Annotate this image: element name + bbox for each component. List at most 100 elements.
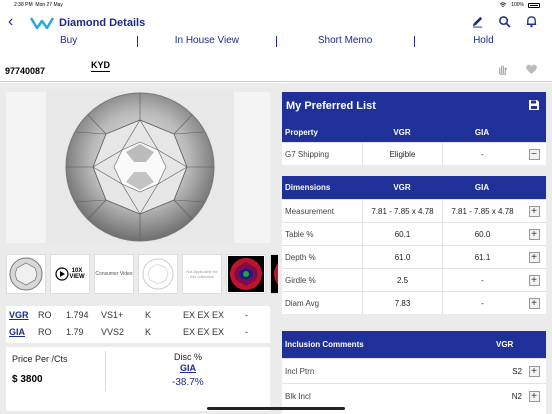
status-right: 100% xyxy=(499,2,540,8)
buy-button[interactable]: Buy xyxy=(60,35,78,46)
battery-icon xyxy=(528,2,540,8)
table-row: Girdle % 2.5 - + xyxy=(282,268,546,291)
row-vgr-value: 61.0 xyxy=(362,246,442,268)
table-row: Blk Incl N2 + xyxy=(282,383,546,408)
heart-icon[interactable] xyxy=(525,63,538,76)
row-vgr-value: N2 xyxy=(511,391,522,401)
table-row: Incl Ptrn S2 + xyxy=(282,358,546,383)
remove-button[interactable]: − xyxy=(528,148,540,160)
preferred-list-card: My Preferred List Property VGR GIA G7 Sh… xyxy=(282,92,546,165)
row-action: + xyxy=(522,228,546,240)
row-action: + xyxy=(522,390,546,402)
diamond-image-frame xyxy=(46,92,234,243)
column-vgr: VGR xyxy=(393,183,411,192)
shape: RO xyxy=(38,326,52,337)
column-inclusion-comments: Inclusion Comments xyxy=(285,340,364,349)
add-button[interactable]: + xyxy=(528,205,540,217)
wifi-icon xyxy=(499,2,507,7)
inclusion-header: Inclusion Comments VGR xyxy=(282,331,546,358)
add-button[interactable]: + xyxy=(528,274,540,286)
thumb-diamond-image[interactable] xyxy=(6,254,46,294)
edit-icon[interactable] xyxy=(471,15,484,28)
not-applicable-label: Not Applicable for this collection xyxy=(186,269,218,279)
add-button[interactable]: + xyxy=(528,297,540,309)
inclusion-card: Inclusion Comments VGR Incl Ptrn S2 + Bl… xyxy=(282,331,546,414)
fluorescence: - xyxy=(245,326,248,337)
divider xyxy=(413,36,415,47)
diamond-image-area[interactable] xyxy=(6,92,270,243)
media-thumbnails: 10X VIEW Consumer Video Not Applicable fo… xyxy=(6,254,278,295)
column-dimensions: Dimensions xyxy=(285,183,331,192)
add-button[interactable]: + xyxy=(528,365,540,377)
hand-icon[interactable] xyxy=(496,63,509,76)
left-pane: 10X VIEW Consumer Video Not Applicable fo… xyxy=(0,83,278,414)
add-button[interactable]: + xyxy=(528,251,540,263)
fluorescence: - xyxy=(245,309,248,320)
discount-label: Disc % xyxy=(174,352,203,362)
lab-vgr-link[interactable]: VGR xyxy=(9,309,29,320)
grading-table: VGR RO 1.794 VS1+ K EX EX EX - GIA RO 1.… xyxy=(6,306,270,343)
row-gia-value: - xyxy=(442,269,522,291)
right-pane: My Preferred List Property VGR GIA G7 Sh… xyxy=(278,83,552,414)
diamond-image xyxy=(65,92,215,242)
row-label: G7 Shipping xyxy=(285,149,330,159)
thumb-diamond-outline[interactable] xyxy=(138,254,178,294)
grading-row: GIA RO 1.79 VVS2 K EX EX EX - xyxy=(6,323,270,340)
aset-partial-icon xyxy=(274,263,278,285)
search-icon[interactable] xyxy=(498,15,511,28)
row-gia-value: 7.81 - 7.85 x 4.78 xyxy=(442,200,522,222)
table-row: Table % 60.1 60.0 + xyxy=(282,222,546,245)
shape: RO xyxy=(38,309,52,320)
column-property: Property xyxy=(285,127,318,137)
home-indicator[interactable] xyxy=(207,407,345,410)
stock-number: 97740087 xyxy=(5,66,46,76)
column-vgr: VGR xyxy=(496,340,514,349)
status-bar: 2:38 PM Mon 27 May 100% xyxy=(0,0,552,10)
add-button[interactable]: + xyxy=(528,390,540,402)
add-button[interactable]: + xyxy=(528,228,540,240)
thumb-not-applicable[interactable]: Not Applicable for this collection xyxy=(182,254,222,294)
aset-icon xyxy=(228,256,264,292)
kyd-link[interactable]: KYD xyxy=(91,60,111,72)
thumb-aset-image[interactable] xyxy=(226,254,266,294)
consumer-video-label: Consumer Video xyxy=(95,271,133,277)
nav-bar: ‹ Diamond Details xyxy=(0,12,552,34)
thumb-consumer-video[interactable]: Consumer Video xyxy=(94,254,134,294)
row-gia-value: 61.1 xyxy=(442,246,522,268)
thumb-10x-video[interactable]: 10X VIEW xyxy=(50,254,90,294)
row-label: Blk Incl xyxy=(285,391,311,401)
discount-value: -38.7% xyxy=(172,377,204,388)
carat: 1.794 xyxy=(66,309,89,320)
row-action: + xyxy=(522,274,546,286)
dimensions-header: Dimensions VGR GIA xyxy=(282,176,546,199)
short-memo-button[interactable]: Short Memo xyxy=(317,35,373,46)
discount-lab-link[interactable]: GIA xyxy=(180,363,197,373)
row-action: + xyxy=(522,251,546,263)
thumb-aset-image-2[interactable] xyxy=(270,254,278,294)
status-time: 2:38 PM Mon 27 May xyxy=(14,2,63,8)
save-icon[interactable] xyxy=(528,99,540,111)
price-box: Price Per /Cts $ 3800 Disc % GIA -38.7% xyxy=(6,347,270,411)
row-gia-value: - xyxy=(442,143,522,165)
column-gia: GIA xyxy=(474,183,490,192)
page-title: Diamond Details xyxy=(59,17,146,29)
diamond-outline-icon xyxy=(142,258,174,290)
back-chevron-icon[interactable]: ‹ xyxy=(8,13,14,30)
row-label: Girdle % xyxy=(285,275,316,285)
video-10x-label: 10X VIEW xyxy=(69,268,85,280)
price-value: $ 3800 xyxy=(12,374,43,385)
bell-icon[interactable] xyxy=(525,15,538,28)
row-action: − xyxy=(522,148,546,160)
dimensions-card: Dimensions VGR GIA Measurement 7.81 - 7.… xyxy=(282,176,546,314)
row-vgr-value: 2.5 xyxy=(362,269,442,291)
lab-gia-link[interactable]: GIA xyxy=(9,326,26,337)
in-house-view-button[interactable]: In House View xyxy=(174,35,240,46)
row-label: Depth % xyxy=(285,252,316,262)
column-vgr: VGR xyxy=(393,127,411,137)
row-vgr-value: 7.83 xyxy=(362,292,442,314)
action-bar: Buy In House View Short Memo Hold xyxy=(0,33,552,49)
stock-icons xyxy=(496,63,538,76)
hold-button[interactable]: Hold xyxy=(473,35,494,46)
row-vgr-value: S2 xyxy=(512,366,522,376)
row-action: + xyxy=(522,297,546,309)
